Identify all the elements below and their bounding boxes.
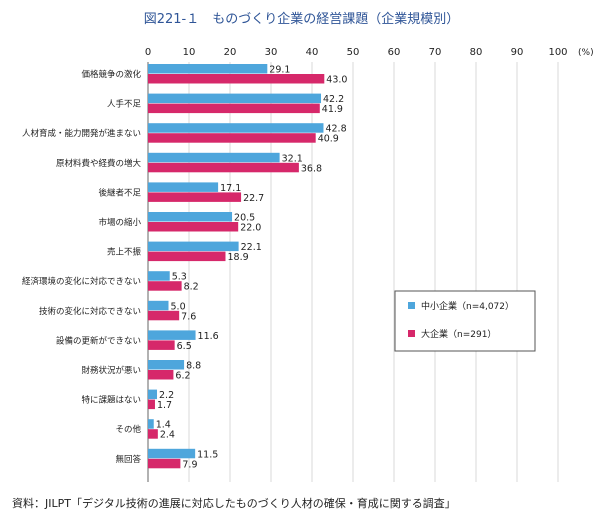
bar-value-label: 42.8	[325, 124, 346, 135]
x-tick-label: 50	[347, 47, 360, 58]
x-tick-label: 40	[306, 47, 319, 58]
chart-title: 図221-１ ものづくり企業の経営課題（企業規模別）	[143, 12, 460, 27]
category-label: 設備の更新ができない	[56, 335, 141, 346]
large-firm-bar	[148, 222, 239, 232]
x-tick-label: 10	[183, 47, 196, 58]
category-label: 売上不振	[107, 247, 142, 258]
bar-value-label: 36.8	[301, 163, 322, 174]
sme-bar	[148, 360, 185, 370]
bar-value-label: 5.3	[172, 272, 187, 283]
bar-value-label: 29.1	[269, 65, 290, 76]
bar-value-label: 2.4	[160, 430, 175, 441]
source-note: 資料：JILPT「デジタル技術の進展に対応したものづくり人材の確保・育成に関する…	[12, 497, 456, 510]
category-label: 市場の縮小	[98, 217, 141, 228]
legend-box	[394, 290, 536, 352]
x-tick-label: 20	[224, 47, 237, 58]
bar-value-label: 32.1	[282, 153, 303, 164]
x-tick-label: 90	[511, 47, 524, 58]
bar-value-label: 11.5	[197, 449, 218, 460]
legend-label: 中小企業（n=4,072）	[421, 300, 514, 312]
category-label: 後継者不足	[98, 187, 141, 198]
bar-value-label: 17.1	[220, 183, 241, 194]
category-label: 価格競争の激化	[81, 69, 141, 80]
sme-bar	[148, 448, 196, 459]
bar-value-label: 43.0	[326, 75, 347, 86]
x-tick-label: 70	[429, 47, 442, 58]
bar-value-label: 22.7	[243, 193, 264, 204]
large-firm-bar	[148, 310, 180, 321]
sme-bar	[148, 330, 196, 340]
bar-value-label: 1.7	[157, 400, 172, 411]
bar-value-label: 42.2	[323, 94, 344, 105]
large-firm-bar	[148, 162, 299, 173]
category-label: 技術の変化に対応できない	[39, 306, 141, 317]
sme-bar	[148, 271, 170, 281]
x-tick-label: 30	[265, 47, 278, 58]
sme-bar	[148, 241, 239, 252]
bar-value-label: 6.2	[175, 371, 190, 382]
large-firm-bar	[148, 458, 181, 469]
bar-value-label: 8.2	[184, 282, 199, 293]
category-label: 人手不足	[107, 99, 142, 110]
x-unit-label: (%)	[578, 48, 594, 58]
large-firm-bar	[148, 251, 226, 262]
bar-value-label: 8.8	[186, 361, 201, 372]
large-firm-bar	[148, 281, 182, 291]
sme-bar	[148, 64, 268, 74]
sme-bar	[148, 123, 324, 133]
large-firm-bar	[148, 133, 316, 143]
large-firm-bar	[148, 370, 174, 380]
x-tick-label: 60	[388, 47, 401, 58]
bar-value-label: 11.6	[198, 331, 219, 342]
category-label: 人材育成・能力開発が進まない	[22, 128, 141, 139]
legend-swatch-sme	[408, 302, 415, 309]
sme-bar	[148, 212, 233, 222]
bar-value-label: 7.9	[182, 459, 197, 470]
bar-value-label: 40.9	[318, 134, 339, 145]
bar-value-label: 6.5	[177, 341, 192, 352]
large-firm-bar	[148, 429, 158, 439]
bar-value-label: 7.6	[181, 311, 196, 322]
category-label: 原材料費や経費の増大	[56, 158, 142, 169]
bar-value-label: 18.9	[227, 252, 248, 263]
large-firm-bar	[148, 399, 155, 410]
bar-value-label: 2.2	[159, 390, 174, 401]
large-firm-bar	[148, 340, 175, 350]
x-tick-label: 0	[145, 47, 151, 58]
large-firm-bar	[148, 74, 325, 84]
sme-bar	[148, 300, 169, 311]
x-tick-label: 80	[470, 47, 483, 58]
bar-value-label: 22.0	[240, 223, 261, 234]
bar-chart: 0 10 20 30 40 50 60 70 80 90 100 (%) 価格競争の激化 29.1 43.0…	[22, 47, 594, 482]
category-label: 経済環境の変化に対応できない	[22, 276, 141, 287]
sme-bar	[148, 182, 219, 192]
sme-bar	[148, 93, 322, 104]
bar-value-label: 1.4	[156, 420, 171, 431]
sme-bar	[148, 152, 280, 163]
sme-bar	[148, 389, 158, 400]
bar-value-label: 20.5	[234, 213, 255, 224]
bar-value-label: 22.1	[241, 242, 262, 253]
large-firm-bar	[148, 192, 242, 202]
legend-label: 大企業（n=291）	[421, 328, 496, 340]
bar-value-label: 41.9	[322, 104, 343, 115]
sme-bar	[148, 419, 154, 429]
legend-swatch-large	[408, 330, 415, 337]
x-tick-label: 100	[548, 47, 567, 58]
large-firm-bar	[148, 103, 320, 114]
category-label: 特に課題はない	[81, 395, 141, 406]
category-label: その他	[115, 424, 141, 435]
category-label: 財務状況が悪い	[81, 365, 141, 376]
category-label: 無回答	[115, 454, 141, 465]
bar-value-label: 5.0	[171, 301, 186, 312]
